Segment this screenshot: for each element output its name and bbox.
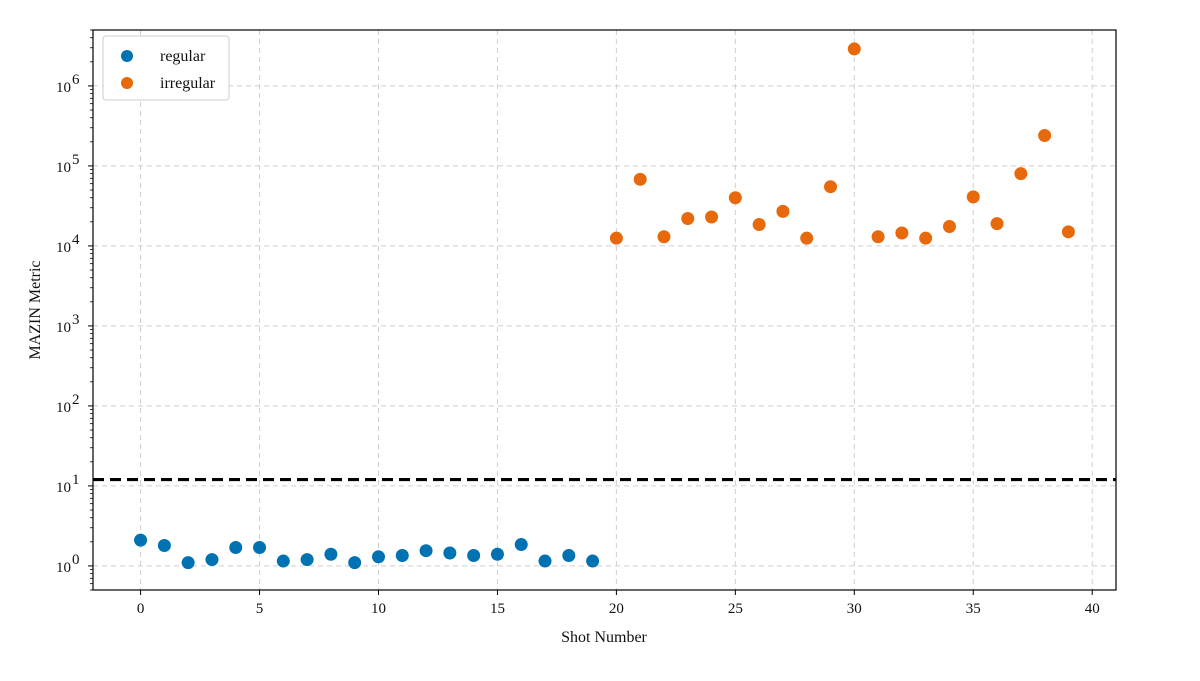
point-regular [205,553,219,567]
grid [93,30,1116,590]
point-irregular [895,226,909,240]
legend-label-irregular: irregular [160,75,216,92]
plot-frame [92,29,1117,591]
x-axis: 0 5 10 15 20 25 30 35 40 [137,590,1100,617]
point-regular [300,553,314,567]
x-tick-label: 5 [256,601,264,617]
point-regular [395,548,409,562]
y-tick-label: 10 [56,400,71,416]
y-tick-label: 10 [56,80,71,96]
y-tick-label: 10 [56,320,71,336]
point-regular [181,556,195,570]
legend-box [102,35,230,101]
x-tick-label: 40 [1085,601,1100,617]
point-regular [538,554,552,568]
x-tick-label: 15 [490,601,505,617]
point-regular [348,556,362,570]
legend-label-regular: regular [160,48,206,65]
point-regular [586,554,600,568]
x-tick-label: 25 [728,601,743,617]
y-tick-exponent: 2 [72,392,80,408]
x-tick-label: 20 [609,601,624,617]
point-irregular [1061,225,1075,239]
legend: regular irregular [102,35,230,101]
point-irregular [728,191,742,205]
legend-marker-irregular [121,77,133,89]
y-tick-exponent: 6 [72,72,80,88]
point-regular [157,538,171,552]
point-irregular [609,231,623,245]
point-regular [134,533,148,547]
point-irregular [752,218,766,232]
point-regular [490,547,504,561]
y-tick-exponent: 0 [72,552,80,568]
x-tick-label: 10 [371,601,386,617]
y-tick-exponent: 1 [72,472,80,488]
point-irregular [847,42,861,56]
point-irregular [942,219,956,233]
legend-marker-regular [121,50,133,62]
point-regular [253,540,267,554]
point-regular [562,548,576,562]
point-regular [324,547,338,561]
point-irregular [800,231,814,245]
point-irregular [1014,167,1028,181]
point-regular [371,550,385,564]
y-tick-label: 10 [56,560,71,576]
point-regular [419,544,433,558]
y-axis-title: MAZIN Metric [27,260,44,359]
point-irregular [990,217,1004,231]
point-irregular [633,172,647,186]
x-tick-label: 0 [137,601,145,617]
y-tick-label: 10 [56,480,71,496]
y-tick-label: 10 [56,160,71,176]
point-irregular [776,204,790,218]
point-irregular [705,210,719,224]
point-irregular [871,230,885,244]
point-irregular [966,190,980,204]
x-axis-title: Shot Number [561,629,647,646]
x-tick-label: 35 [966,601,981,617]
x-tick-label: 30 [847,601,862,617]
point-irregular [657,230,671,244]
point-regular [276,554,290,568]
y-tick-exponent: 5 [72,152,80,168]
y-tick-exponent: 4 [72,232,80,248]
point-regular [467,548,481,562]
point-irregular [824,180,838,194]
point-regular [514,538,528,552]
y-tick-label: 10 [56,240,71,256]
point-irregular [681,212,695,226]
data-points [134,42,1075,570]
point-irregular [1038,129,1052,143]
point-regular [229,540,243,554]
y-tick-exponent: 3 [72,312,80,328]
point-regular [443,546,457,560]
point-irregular [919,231,933,245]
